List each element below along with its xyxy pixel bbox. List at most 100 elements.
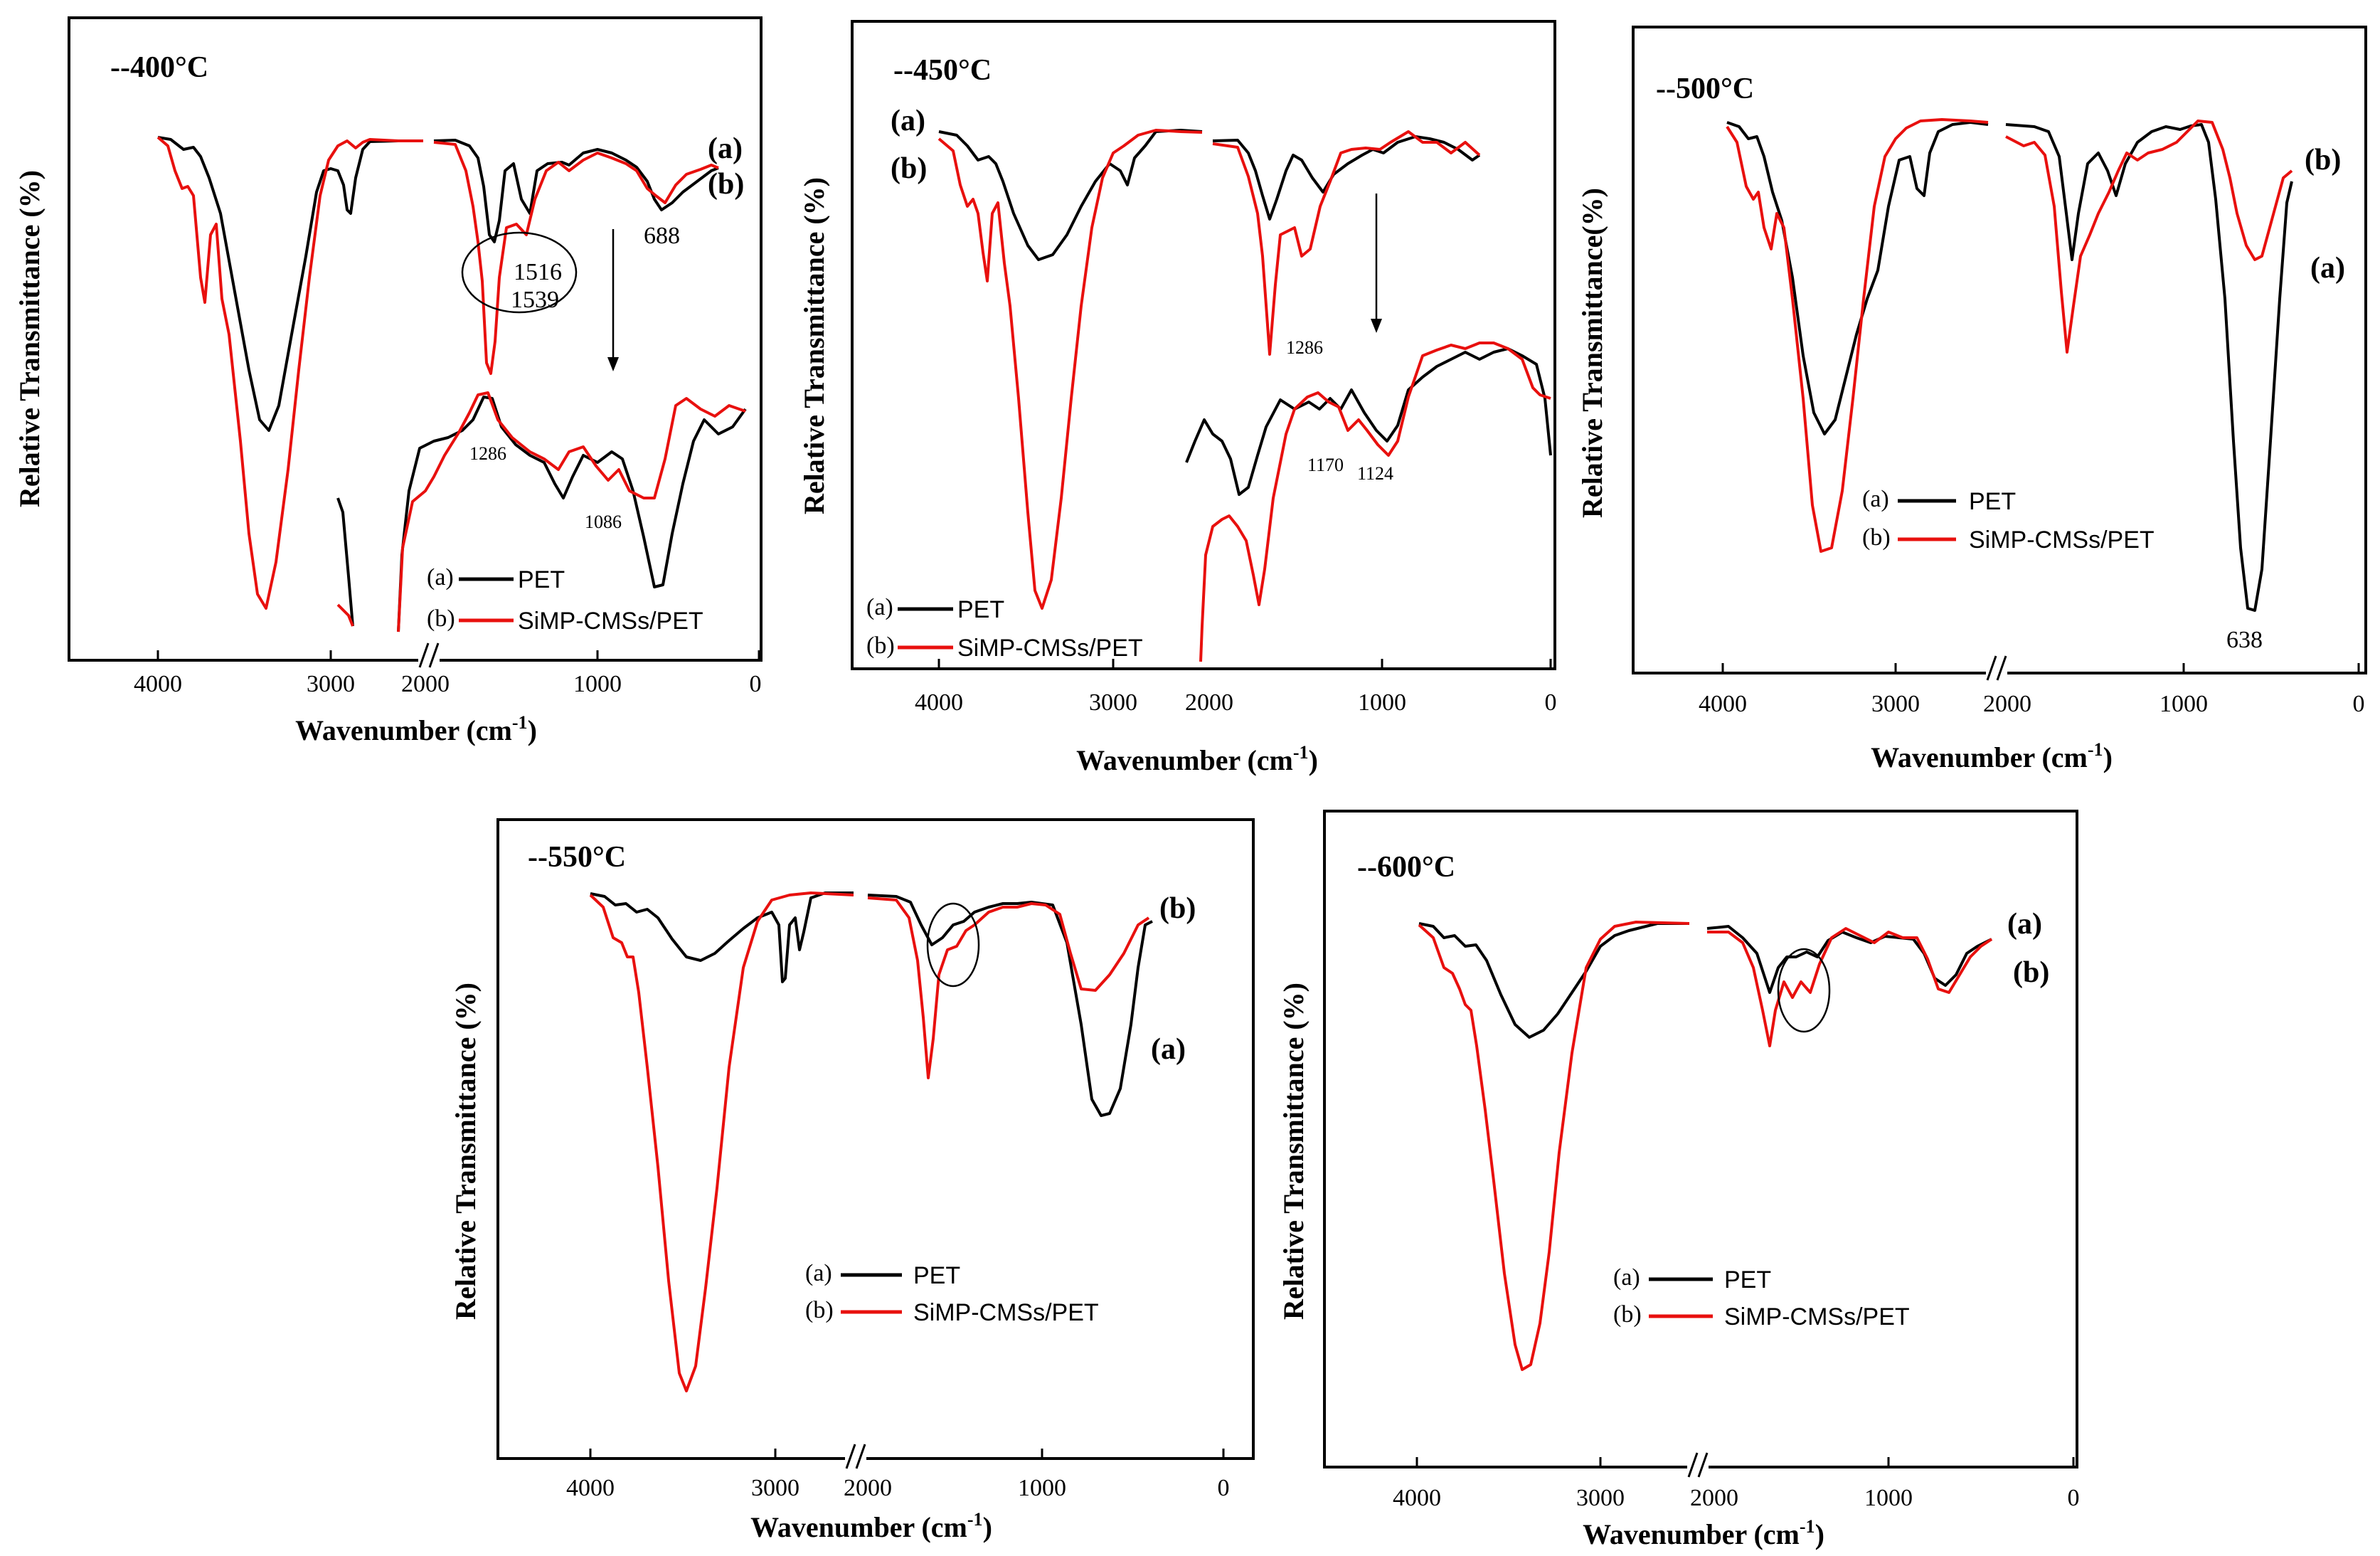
panel-400-annotations: 1516 1539 688 1286 1086 bbox=[461, 223, 680, 532]
panel-500-tick-4000: 4000 bbox=[1699, 691, 1747, 717]
panel-450: --450°C Relative Transmittance (%) Waven… bbox=[798, 20, 1557, 776]
panel-450-annotations: 1286 1170 1124 bbox=[1286, 194, 1393, 484]
panel-550-tags: (b) (a) bbox=[1151, 892, 1196, 1066]
panel-500-legend-b-key: (b) bbox=[1862, 524, 1891, 551]
panel-600-circle-marker bbox=[1777, 948, 1831, 1033]
panel-550-xlabel: Wavenumber (cm-1) bbox=[750, 1509, 992, 1543]
panel-550-tick-2000: 2000 bbox=[844, 1475, 892, 1501]
panel-500-tick-3000: 3000 bbox=[1871, 691, 1920, 717]
panel-450-series-pet bbox=[938, 129, 1203, 261]
panel-600-tick-1000: 1000 bbox=[1864, 1485, 1913, 1511]
panel-400-legend-a-key: (a) bbox=[427, 564, 454, 591]
panel-450-temp-label: --450°C bbox=[893, 54, 992, 87]
panel-400-inset-cms bbox=[336, 391, 746, 633]
panel-600-xlabel: Wavenumber (cm-1) bbox=[1583, 1516, 1824, 1550]
panel-400-legend-b-label: SiMP-CMSs/PET bbox=[518, 608, 703, 635]
panel-400-legend-a-label: PET bbox=[518, 566, 565, 593]
panel-500-x-ticks: 4000 3000 2000 1000 0 bbox=[1699, 663, 2365, 717]
panel-450-frame bbox=[851, 20, 1556, 670]
panel-500-legend: (a) PET (b) SiMP-CMSs/PET bbox=[1862, 486, 2155, 554]
panel-550-legend-a-label: PET bbox=[913, 1262, 960, 1289]
panel-500-legend-a-key: (a) bbox=[1862, 486, 1889, 512]
panel-600-tick-4000: 4000 bbox=[1393, 1485, 1441, 1511]
panel-550-tag-b: (b) bbox=[1159, 892, 1196, 925]
panel-400-x-ticks: 4000 3000 2000 1000 0 bbox=[134, 650, 762, 697]
panel-500-series-pet bbox=[1726, 121, 1989, 435]
panel-600-tags: (a) (b) bbox=[2007, 908, 2049, 989]
panel-450-tag-b: (b) bbox=[891, 152, 927, 185]
panel-500-tag-a: (a) bbox=[2310, 252, 2345, 285]
panel-550-tick-3000: 3000 bbox=[751, 1475, 799, 1501]
panel-450-tag-a: (a) bbox=[891, 105, 925, 137]
panel-550-legend-a-key: (a) bbox=[805, 1260, 832, 1286]
panel-450-series-cms bbox=[937, 129, 1203, 610]
panel-600-legend-b-label: SiMP-CMSs/PET bbox=[1724, 1303, 1910, 1330]
panel-600-axis-break bbox=[1687, 1452, 1709, 1481]
panel-400-tick-0: 0 bbox=[750, 671, 762, 697]
panel-550-circle-marker bbox=[926, 902, 980, 988]
panel-550-series-cms bbox=[589, 891, 854, 1392]
panel-600-legend-a-key: (a) bbox=[1613, 1264, 1640, 1291]
panel-600-tick-0: 0 bbox=[2068, 1485, 2080, 1511]
panel-550-x-ticks: 4000 3000 2000 1000 0 bbox=[566, 1449, 1230, 1501]
panel-400-legend: (a) PET (b) SiMP-CMSs/PET bbox=[427, 564, 703, 635]
panel-600-tick-3000: 3000 bbox=[1576, 1485, 1625, 1511]
panel-450-inset-cms bbox=[1199, 342, 1551, 662]
panel-550: --550°C Relative Transmittance (%) Waven… bbox=[450, 818, 1255, 1543]
panel-500: --500°C Relative Transmittance(%) Wavenu… bbox=[1576, 26, 2367, 773]
panel-500-tick-0: 0 bbox=[2353, 691, 2365, 717]
panel-450-legend: (a) PET (b) SiMP-CMSs/PET bbox=[866, 594, 1143, 662]
panel-450-tick-0: 0 bbox=[1545, 689, 1557, 716]
panel-600-x-ticks: 4000 3000 2000 1000 0 bbox=[1393, 1457, 2080, 1511]
panel-450-legend-b-label: SiMP-CMSs/PET bbox=[957, 635, 1143, 662]
panel-500-ann-638: 638 bbox=[2226, 627, 2263, 653]
panel-400-axis-break bbox=[418, 642, 440, 672]
panel-550-legend: (a) PET (b) SiMP-CMSs/PET bbox=[805, 1260, 1099, 1326]
panel-450-tick-1000: 1000 bbox=[1358, 689, 1406, 716]
panel-550-legend-b-key: (b) bbox=[805, 1297, 834, 1323]
panel-400-inset-pet bbox=[336, 396, 747, 633]
panel-400-ann-1539: 1539 bbox=[511, 287, 559, 313]
panel-450-tick-4000: 4000 bbox=[915, 689, 963, 716]
panel-600-series-cms bbox=[1418, 921, 1690, 1371]
panel-400-tick-2000: 2000 bbox=[401, 671, 450, 697]
panel-400-ann-688: 688 bbox=[644, 223, 680, 249]
panel-600-tag-b: (b) bbox=[2013, 956, 2049, 989]
panel-500-xlabel: Wavenumber (cm-1) bbox=[1871, 739, 2113, 773]
panel-450-tick-3000: 3000 bbox=[1089, 689, 1137, 716]
panel-450-legend-a-key: (a) bbox=[866, 594, 893, 620]
panel-450-ann-1286: 1286 bbox=[1286, 337, 1323, 358]
panel-400-tags: (a) (b) bbox=[708, 132, 744, 201]
panel-600-tick-2000: 2000 bbox=[1690, 1485, 1738, 1511]
panel-400-temp-label: --400°C bbox=[110, 51, 208, 84]
panel-550-axis-break bbox=[845, 1444, 866, 1473]
panel-600-legend-a-label: PET bbox=[1724, 1266, 1771, 1293]
panel-550-frame bbox=[496, 818, 1255, 1460]
panel-400-series-pet bbox=[157, 136, 423, 432]
panel-550-legend-b-label: SiMP-CMSs/PET bbox=[913, 1299, 1099, 1326]
panel-550-tick-4000: 4000 bbox=[566, 1475, 615, 1501]
panel-450-inset-pet bbox=[1185, 347, 1552, 496]
panel-450-ann-1124: 1124 bbox=[1357, 463, 1393, 484]
panel-500-tick-1000: 1000 bbox=[2159, 691, 2208, 717]
panel-500-ylabel: Relative Transmittance(%) bbox=[1576, 188, 1608, 518]
panel-600-series-pet bbox=[1418, 922, 1689, 1039]
panel-400-series-cms bbox=[156, 136, 423, 610]
panel-450-tags: (a) (b) bbox=[891, 105, 927, 185]
panel-400-tick-3000: 3000 bbox=[307, 671, 355, 697]
panel-600-frame bbox=[1323, 810, 2078, 1468]
panel-450-legend-a-label: PET bbox=[957, 596, 1004, 623]
panel-450-legend-b-key: (b) bbox=[866, 633, 895, 659]
panel-400-tag-b: (b) bbox=[708, 168, 744, 201]
panel-550-ylabel: Relative Transmittance (%) bbox=[450, 983, 482, 1320]
panel-400: --400°C Relative Transmittance (%) Waven… bbox=[14, 16, 763, 746]
panel-400-tick-4000: 4000 bbox=[134, 671, 182, 697]
panel-550-tag-a: (a) bbox=[1151, 1033, 1186, 1066]
panel-400-circle-marker bbox=[461, 231, 578, 314]
panel-500-axis-break bbox=[1986, 655, 2007, 684]
panel-500-legend-a-label: PET bbox=[1969, 488, 2016, 515]
panel-450-ylabel: Relative Transmittance (%) bbox=[798, 177, 830, 514]
panel-600-ylabel: Relative Transmittance (%) bbox=[1277, 983, 1309, 1320]
panel-400-tick-1000: 1000 bbox=[573, 671, 622, 697]
